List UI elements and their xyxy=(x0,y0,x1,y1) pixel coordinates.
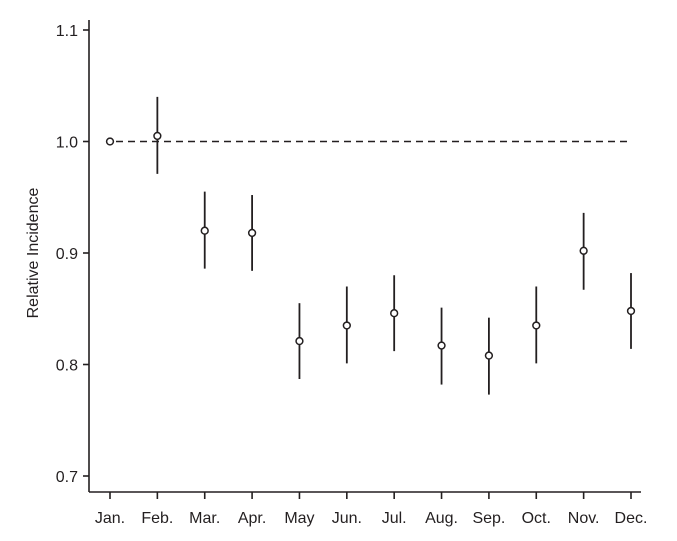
data-point xyxy=(105,137,115,146)
x-tick-label: Sep. xyxy=(472,510,505,527)
data-point xyxy=(247,228,257,238)
x-tick-label: Nov. xyxy=(568,510,600,527)
x-tick-label: Apr. xyxy=(238,510,266,527)
y-tick-label: 1.1 xyxy=(56,23,78,40)
data-point xyxy=(626,306,636,316)
data-point xyxy=(437,341,446,350)
x-axis: Jan. Feb. Mar. Apr. May Jun. Jul. Aug. Sep. Oct. N… xyxy=(89,491,648,527)
data-point xyxy=(484,351,494,360)
y-tick-label: 0.9 xyxy=(56,246,78,263)
y-tick-label: 1.0 xyxy=(56,135,78,152)
x-tick-label: Oct. xyxy=(522,510,551,527)
y-tick-label: 0.7 xyxy=(56,469,78,486)
data-point xyxy=(579,246,588,255)
y-axis: 0.7 0.8 0.9 1.0 1.1 xyxy=(56,20,90,492)
x-tick-label: Jan. xyxy=(95,510,125,527)
x-tick-label: Aug. xyxy=(425,510,458,527)
data-point xyxy=(390,309,399,318)
y-axis-title: Relative Incidence xyxy=(25,188,42,319)
x-tick-label: Feb. xyxy=(141,510,173,527)
data-point xyxy=(200,226,209,235)
x-tick-label: Mar. xyxy=(189,510,220,527)
x-tick-label: Dec. xyxy=(615,510,648,527)
data-point xyxy=(295,336,304,346)
data-point xyxy=(153,131,162,141)
y-tick-label: 0.8 xyxy=(56,358,78,375)
x-tick-label: May xyxy=(284,510,314,527)
data-points xyxy=(105,96,636,395)
x-tick-label: Jul. xyxy=(382,510,407,527)
data-point xyxy=(532,321,541,330)
data-point xyxy=(342,321,351,330)
x-tick-label: Jun. xyxy=(332,510,362,527)
